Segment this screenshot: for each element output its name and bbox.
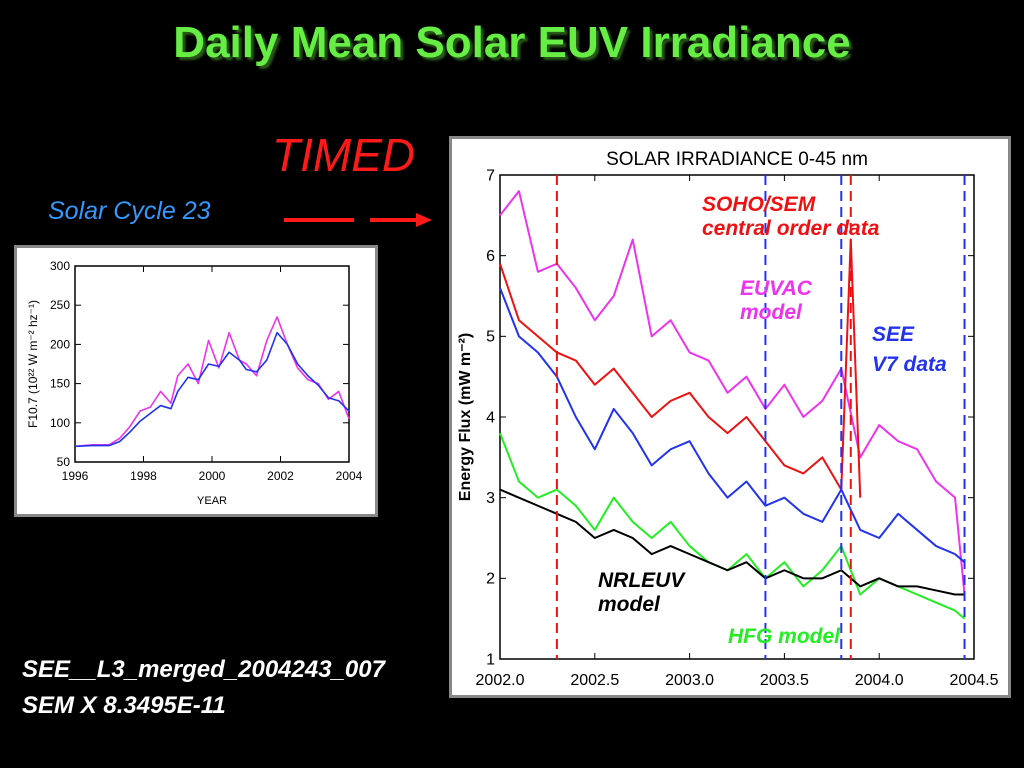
- series-annotation: SOHO/SEM: [702, 193, 816, 216]
- series-line: [499, 190, 966, 595]
- f107-chart: 1996 1998 2000 2002 2004 50 100 150 200 250 300 YEA…: [26, 259, 363, 507]
- series-annotation: V7 data: [872, 353, 947, 376]
- slide-title: Daily Mean Solar EUV Irradiance: [173, 18, 851, 67]
- series-annotation: SEE: [872, 323, 915, 346]
- y-tick-label: 200: [50, 337, 70, 351]
- x-tick-label: 2002.5: [570, 672, 619, 689]
- x-tick-label: 1998: [130, 469, 157, 483]
- sem-scale-label: SEM X 8.3495E-11: [22, 692, 226, 719]
- series-line: [499, 432, 966, 620]
- y-tick-label: 3: [486, 490, 495, 507]
- x-tick-label: 1996: [62, 469, 89, 483]
- x-tick-label: 2000: [199, 469, 226, 483]
- y-tick-label: 300: [50, 259, 70, 273]
- series-annotation: HFG model: [728, 625, 841, 648]
- x-tick-label: 2002.0: [476, 672, 525, 689]
- solar-cycle-label: Solar Cycle 23: [48, 197, 211, 225]
- f107-chart-panel: 1996 1998 2000 2002 2004 50 100 150 200 250 300 YEA…: [14, 245, 378, 517]
- y-axis-label: Energy Flux (mW m⁻²): [457, 333, 474, 501]
- series-annotation: model: [740, 301, 803, 324]
- timed-label: TIMED: [272, 129, 416, 181]
- arrow-graphic: [284, 213, 432, 227]
- y-tick-label: 4: [486, 409, 495, 426]
- x-axis-label: YEAR: [197, 495, 227, 507]
- y-tick-label: 5: [486, 329, 495, 346]
- y-axis-label: F10.7 (10²² W m⁻² hz⁻¹): [26, 300, 40, 428]
- y-tick-label: 250: [50, 298, 70, 312]
- series-annotation: NRLEUV: [598, 569, 686, 592]
- data-file-label: SEE__L3_merged_2004243_007: [22, 656, 385, 683]
- series-line: [74, 331, 350, 448]
- y-tick-label: 7: [486, 167, 495, 184]
- irradiance-chart-panel: 2002.0 2002.5 2003.0 2003.5 2004.0 2004.5 1 2 3 4…: [449, 136, 1011, 698]
- y-tick-label: 1: [486, 651, 495, 668]
- series-line: [499, 287, 966, 563]
- x-tick-label: 2002: [267, 469, 294, 483]
- series-line: [499, 238, 862, 498]
- x-tick-label: 2004.5: [950, 672, 999, 689]
- series-annotation: model: [598, 593, 661, 616]
- x-tick-label: 2004.0: [855, 672, 904, 689]
- series-annotation: EUVAC: [740, 277, 813, 300]
- series-line: [499, 488, 965, 596]
- chart-title: SOLAR IRRADIANCE 0-45 nm: [606, 149, 868, 170]
- y-tick-label: 6: [486, 248, 495, 265]
- x-tick-label: 2003.5: [760, 672, 809, 689]
- x-tick-label: 2004: [336, 469, 363, 483]
- series-annotation: central order data: [702, 217, 880, 240]
- x-tick-label: 2003.0: [665, 672, 714, 689]
- y-tick-label: 2: [486, 571, 495, 588]
- y-tick-label: 50: [57, 455, 71, 469]
- series-line: [74, 316, 350, 448]
- y-tick-label: 150: [50, 377, 70, 391]
- irradiance-chart: 2002.0 2002.5 2003.0 2003.5 2004.0 2004.5 1 2 3 4…: [457, 149, 999, 689]
- y-tick-label: 100: [50, 416, 70, 430]
